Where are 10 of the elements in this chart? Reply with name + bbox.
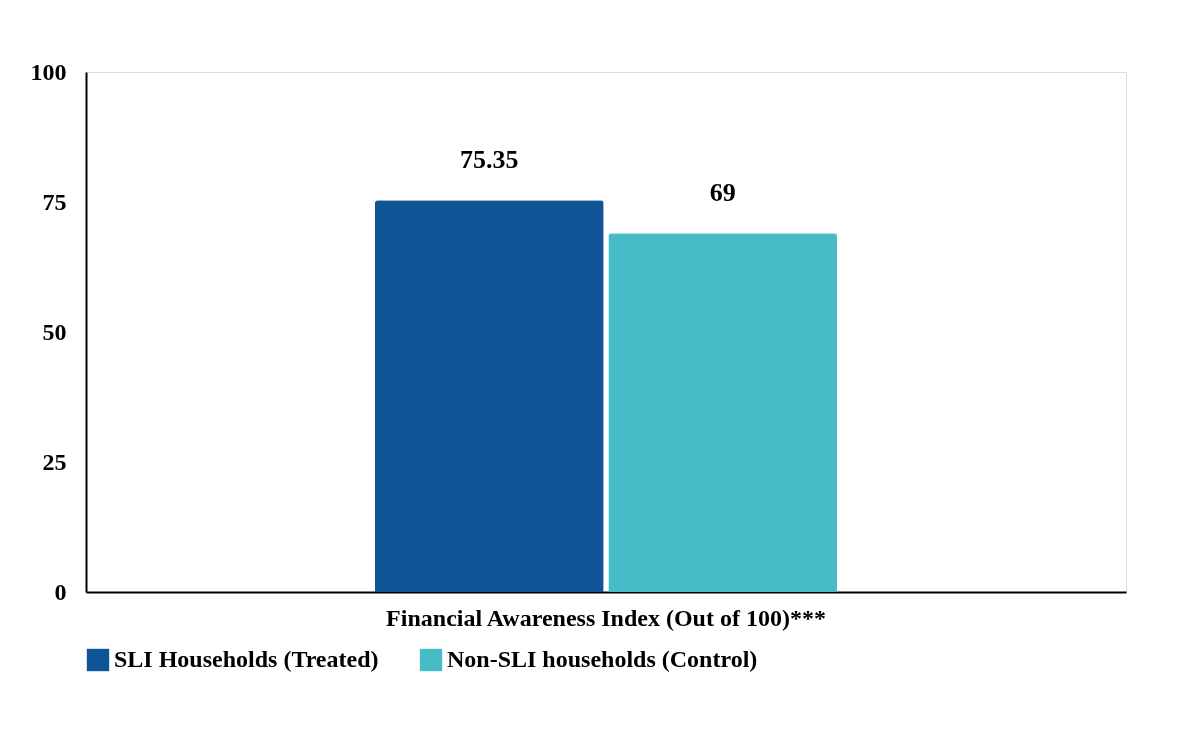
data-label: 75.35	[460, 145, 519, 175]
x-tick-label: Financial Awareness Index (Out of 100)***	[386, 604, 826, 631]
y-tick-label: 0	[54, 578, 67, 605]
data-label: 69	[709, 178, 736, 208]
y-tick-label: 25	[42, 448, 67, 475]
legend-label: SLI Households (Treated)	[114, 646, 379, 672]
y-tick-label: 50	[42, 318, 67, 345]
y-tick-label: 75	[42, 188, 67, 215]
y-tick-label: 100	[30, 58, 67, 85]
legend-label: Non-SLI households (Control)	[447, 646, 758, 672]
